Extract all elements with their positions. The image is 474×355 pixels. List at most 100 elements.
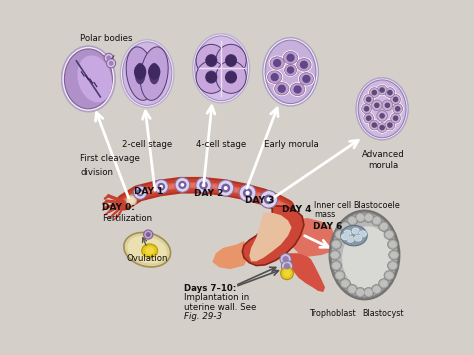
Ellipse shape xyxy=(341,225,367,246)
Circle shape xyxy=(206,71,217,83)
Circle shape xyxy=(239,185,256,201)
Circle shape xyxy=(287,66,294,74)
Circle shape xyxy=(372,122,377,128)
Ellipse shape xyxy=(369,120,379,130)
Ellipse shape xyxy=(365,289,373,296)
Circle shape xyxy=(374,103,380,108)
Ellipse shape xyxy=(380,223,388,230)
Circle shape xyxy=(128,198,134,203)
Circle shape xyxy=(393,115,399,121)
Ellipse shape xyxy=(332,241,340,248)
Polygon shape xyxy=(212,241,249,269)
Ellipse shape xyxy=(192,34,250,103)
Text: First cleavage: First cleavage xyxy=(80,154,140,163)
Circle shape xyxy=(218,180,234,196)
Ellipse shape xyxy=(336,272,344,279)
Ellipse shape xyxy=(336,231,344,238)
Ellipse shape xyxy=(331,251,339,258)
Ellipse shape xyxy=(120,40,174,108)
Ellipse shape xyxy=(390,112,401,124)
Ellipse shape xyxy=(342,226,394,291)
Circle shape xyxy=(134,186,147,200)
Ellipse shape xyxy=(77,55,112,102)
Circle shape xyxy=(387,122,393,128)
Circle shape xyxy=(302,75,310,83)
Ellipse shape xyxy=(297,59,311,71)
Ellipse shape xyxy=(353,228,359,234)
Circle shape xyxy=(271,73,279,81)
Ellipse shape xyxy=(384,87,396,99)
Ellipse shape xyxy=(284,64,297,76)
Text: Trophoblast: Trophoblast xyxy=(309,308,356,318)
Circle shape xyxy=(284,263,290,269)
Text: mass: mass xyxy=(314,210,336,219)
Ellipse shape xyxy=(392,103,404,115)
Circle shape xyxy=(379,125,385,130)
Ellipse shape xyxy=(368,119,380,131)
Ellipse shape xyxy=(356,289,364,296)
Ellipse shape xyxy=(372,284,382,294)
Ellipse shape xyxy=(369,88,379,98)
Ellipse shape xyxy=(384,271,394,280)
Circle shape xyxy=(106,55,111,60)
Circle shape xyxy=(175,178,190,192)
Text: Days 7–10:: Days 7–10: xyxy=(184,284,237,293)
Text: Early morula: Early morula xyxy=(264,140,319,148)
Ellipse shape xyxy=(391,113,401,123)
Ellipse shape xyxy=(329,211,400,299)
Ellipse shape xyxy=(363,112,374,124)
Ellipse shape xyxy=(355,235,361,241)
Ellipse shape xyxy=(148,64,160,80)
Ellipse shape xyxy=(225,54,237,67)
Circle shape xyxy=(282,261,292,272)
Ellipse shape xyxy=(358,80,406,138)
Ellipse shape xyxy=(358,230,367,238)
Circle shape xyxy=(364,106,369,111)
Ellipse shape xyxy=(265,40,316,104)
Ellipse shape xyxy=(205,54,218,67)
Text: Implantation in: Implantation in xyxy=(184,294,249,302)
Ellipse shape xyxy=(266,70,283,84)
Ellipse shape xyxy=(360,231,366,237)
Ellipse shape xyxy=(149,63,160,84)
Ellipse shape xyxy=(332,262,340,269)
Ellipse shape xyxy=(267,71,282,83)
Ellipse shape xyxy=(335,271,345,280)
Ellipse shape xyxy=(387,239,398,249)
Ellipse shape xyxy=(382,100,392,110)
Ellipse shape xyxy=(364,213,374,223)
Ellipse shape xyxy=(384,230,394,240)
Ellipse shape xyxy=(140,47,168,100)
Ellipse shape xyxy=(393,104,402,114)
Circle shape xyxy=(146,232,151,237)
Circle shape xyxy=(206,55,217,66)
Ellipse shape xyxy=(347,236,354,242)
Ellipse shape xyxy=(364,288,374,297)
Circle shape xyxy=(283,270,291,277)
Circle shape xyxy=(372,90,377,95)
Ellipse shape xyxy=(368,87,380,99)
Circle shape xyxy=(379,87,385,93)
Ellipse shape xyxy=(351,227,360,235)
Circle shape xyxy=(178,181,186,189)
Circle shape xyxy=(278,84,286,93)
Ellipse shape xyxy=(346,235,355,243)
Circle shape xyxy=(160,185,163,189)
Circle shape xyxy=(387,90,393,95)
Ellipse shape xyxy=(356,214,364,221)
Circle shape xyxy=(224,186,228,190)
Circle shape xyxy=(286,54,295,62)
Ellipse shape xyxy=(331,261,342,271)
Circle shape xyxy=(266,197,271,202)
Ellipse shape xyxy=(345,230,351,236)
Circle shape xyxy=(225,71,237,83)
Circle shape xyxy=(144,230,153,239)
Circle shape xyxy=(293,85,302,94)
Ellipse shape xyxy=(122,42,172,105)
Ellipse shape xyxy=(376,84,388,96)
Polygon shape xyxy=(284,253,325,292)
Circle shape xyxy=(157,183,165,191)
Ellipse shape xyxy=(196,44,227,77)
Circle shape xyxy=(104,53,113,62)
Circle shape xyxy=(379,113,385,119)
